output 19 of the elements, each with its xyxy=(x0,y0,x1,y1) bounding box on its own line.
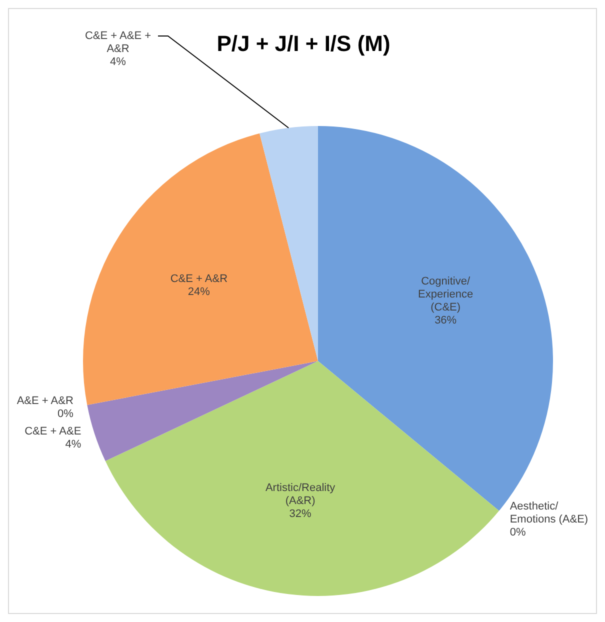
slice-label: C&E + A&E + A&R xyxy=(84,30,152,55)
pie-slice xyxy=(260,126,318,361)
data-label: 36% xyxy=(434,314,457,326)
slice-label: C&E + A&R xyxy=(170,272,228,285)
pie-slice xyxy=(105,361,500,596)
pie-slice xyxy=(87,361,318,462)
chart-title: P/J + J/I + I/S (M) xyxy=(216,31,390,56)
data-label: 4% xyxy=(110,56,126,68)
data-label: 32% xyxy=(289,508,312,520)
slice-label: Artistic/Reality (A&R) xyxy=(265,482,336,507)
text: 0% xyxy=(510,526,526,539)
data-label: 4% xyxy=(65,438,82,450)
slice-label: Cognitive/ Experience (C&E) xyxy=(418,275,474,314)
pie-slice xyxy=(83,133,318,406)
category-label: Aesthetic/ Emotions (A&E) xyxy=(510,500,588,526)
category-label: A&E + A&R xyxy=(16,395,74,408)
slice-label: C&E + A&E xyxy=(24,425,82,438)
text: 0% xyxy=(58,408,74,420)
data-label: 24% xyxy=(188,286,210,298)
